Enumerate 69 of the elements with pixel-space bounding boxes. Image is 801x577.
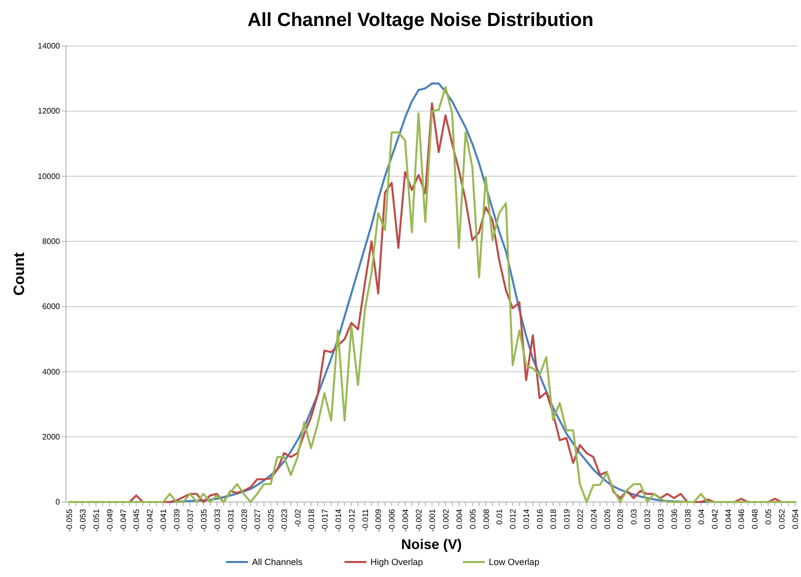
x-tick-label: -0.049	[105, 508, 114, 532]
y-tick-label: 4000	[42, 367, 61, 376]
x-tick-label: -0.012	[347, 508, 356, 532]
x-tick-label: 0.054	[791, 508, 800, 530]
x-tick-label: 0.044	[724, 508, 733, 530]
y-tick-label: 2000	[42, 432, 61, 442]
legend-label: All Channels	[252, 557, 304, 567]
x-tick-label: 0.024	[589, 508, 598, 530]
x-tick-label: 0.05	[764, 508, 774, 525]
y-tick-label: 12000	[38, 106, 61, 116]
y-tick-label: 0	[56, 498, 61, 507]
x-tick-label: -0.027	[253, 508, 262, 532]
y-tick-label: 10000	[38, 172, 61, 181]
y-tick-label: 6000	[42, 302, 61, 312]
x-tick-label: 0.005	[468, 508, 478, 530]
x-tick-label: 0.022	[576, 508, 585, 530]
x-tick-label: 0.026	[602, 508, 612, 530]
x-tick-label: -0.001	[428, 508, 437, 532]
x-tick-label: 0.032	[643, 508, 652, 530]
x-axis-title: Noise (V)	[401, 536, 462, 552]
x-tick-label: -0.053	[78, 508, 88, 532]
x-tick-label: 0.014	[522, 508, 532, 530]
x-tick-label: 0.019	[562, 508, 572, 530]
x-tick-label: 0.008	[482, 508, 491, 530]
x-tick-label: -0.045	[132, 508, 142, 532]
x-tick-label: 0.03	[630, 508, 639, 525]
chart-title: All Channel Voltage Noise Distribution	[248, 10, 594, 31]
x-tick-label: 0.046	[737, 508, 746, 530]
x-tick-label: -0.009	[374, 508, 384, 532]
x-tick-label: 0.036	[670, 508, 679, 530]
x-tick-label: -0.047	[118, 508, 128, 532]
x-tick-label: -0.042	[146, 508, 155, 532]
x-tick-label: -0.031	[226, 508, 236, 532]
x-tick-label: -0.041	[159, 508, 168, 532]
x-tick-label: -0.017	[320, 508, 330, 532]
x-tick-label: -0.028	[240, 508, 249, 532]
x-tick-label: -0.018	[307, 508, 316, 532]
legend-label: Low Overlap	[488, 557, 540, 567]
x-tick-label: 0.002	[441, 508, 450, 530]
x-tick-label: -0.051	[92, 508, 101, 532]
x-tick-label: 0.028	[616, 508, 626, 530]
x-tick-label: -0.023	[280, 508, 290, 532]
x-tick-label: 0.04	[696, 508, 706, 525]
x-tick-label: -0.039	[172, 508, 182, 532]
x-tick-label: 0.033	[656, 508, 666, 530]
x-tick-label: 0.048	[750, 508, 760, 530]
x-tick-label: -0.025	[266, 508, 276, 532]
y-axis-title: Count	[11, 252, 28, 296]
x-tick-label: -0.014	[334, 508, 343, 532]
y-tick-label: 14000	[38, 42, 61, 51]
x-tick-label: 0.01	[495, 508, 504, 525]
x-tick-label: -0.004	[401, 508, 410, 532]
x-tick-label: 0.004	[454, 508, 464, 530]
x-tick-label: -0.035	[199, 508, 208, 532]
x-tick-label: -0.055	[65, 508, 74, 532]
x-tick-label: -0.002	[414, 508, 424, 532]
x-tick-label: 0.016	[536, 508, 545, 530]
x-tick-label: 0.038	[683, 508, 692, 530]
legend-label: High Overlap	[370, 557, 423, 567]
x-tick-label: -0.006	[388, 508, 397, 532]
x-tick-label: -0.011	[360, 508, 370, 532]
x-tick-label: 0.012	[508, 508, 518, 530]
x-tick-label: 0.042	[710, 508, 720, 530]
x-tick-label: -0.02	[294, 508, 303, 528]
x-tick-label: -0.033	[212, 508, 222, 532]
x-tick-label: -0.037	[186, 508, 195, 532]
x-tick-label: 0.018	[549, 508, 558, 530]
y-tick-label: 8000	[42, 236, 61, 246]
x-tick-label: 0.052	[778, 508, 787, 530]
